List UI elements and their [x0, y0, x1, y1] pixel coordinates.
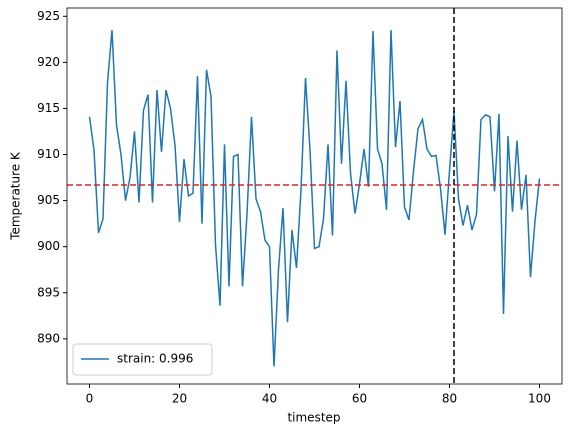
x-tick-label: 0	[86, 392, 94, 406]
x-tick-label: 80	[442, 392, 457, 406]
y-tick-label: 900	[37, 239, 60, 253]
y-tick-label: 915	[37, 101, 60, 115]
x-tick-label: 60	[352, 392, 367, 406]
data-line	[88, 30, 541, 367]
y-tick-label: 890	[37, 331, 60, 345]
legend-box	[72, 343, 213, 376]
y-tick-label: 905	[37, 193, 60, 207]
y-tick-label: 895	[37, 285, 60, 299]
x-axis-label: timestep	[287, 411, 340, 425]
x-tick-label: 20	[172, 392, 187, 406]
x-tick-label: 100	[528, 392, 551, 406]
y-tick-label: 920	[37, 55, 60, 69]
y-tick-label: 910	[37, 147, 60, 161]
legend-label: strain: 0.996	[117, 352, 193, 366]
y-tick-label: 925	[37, 9, 60, 23]
plot-frame	[66, 7, 563, 385]
y-axis-label: Temperature K	[9, 151, 23, 241]
x-tick-label: 40	[262, 392, 277, 406]
